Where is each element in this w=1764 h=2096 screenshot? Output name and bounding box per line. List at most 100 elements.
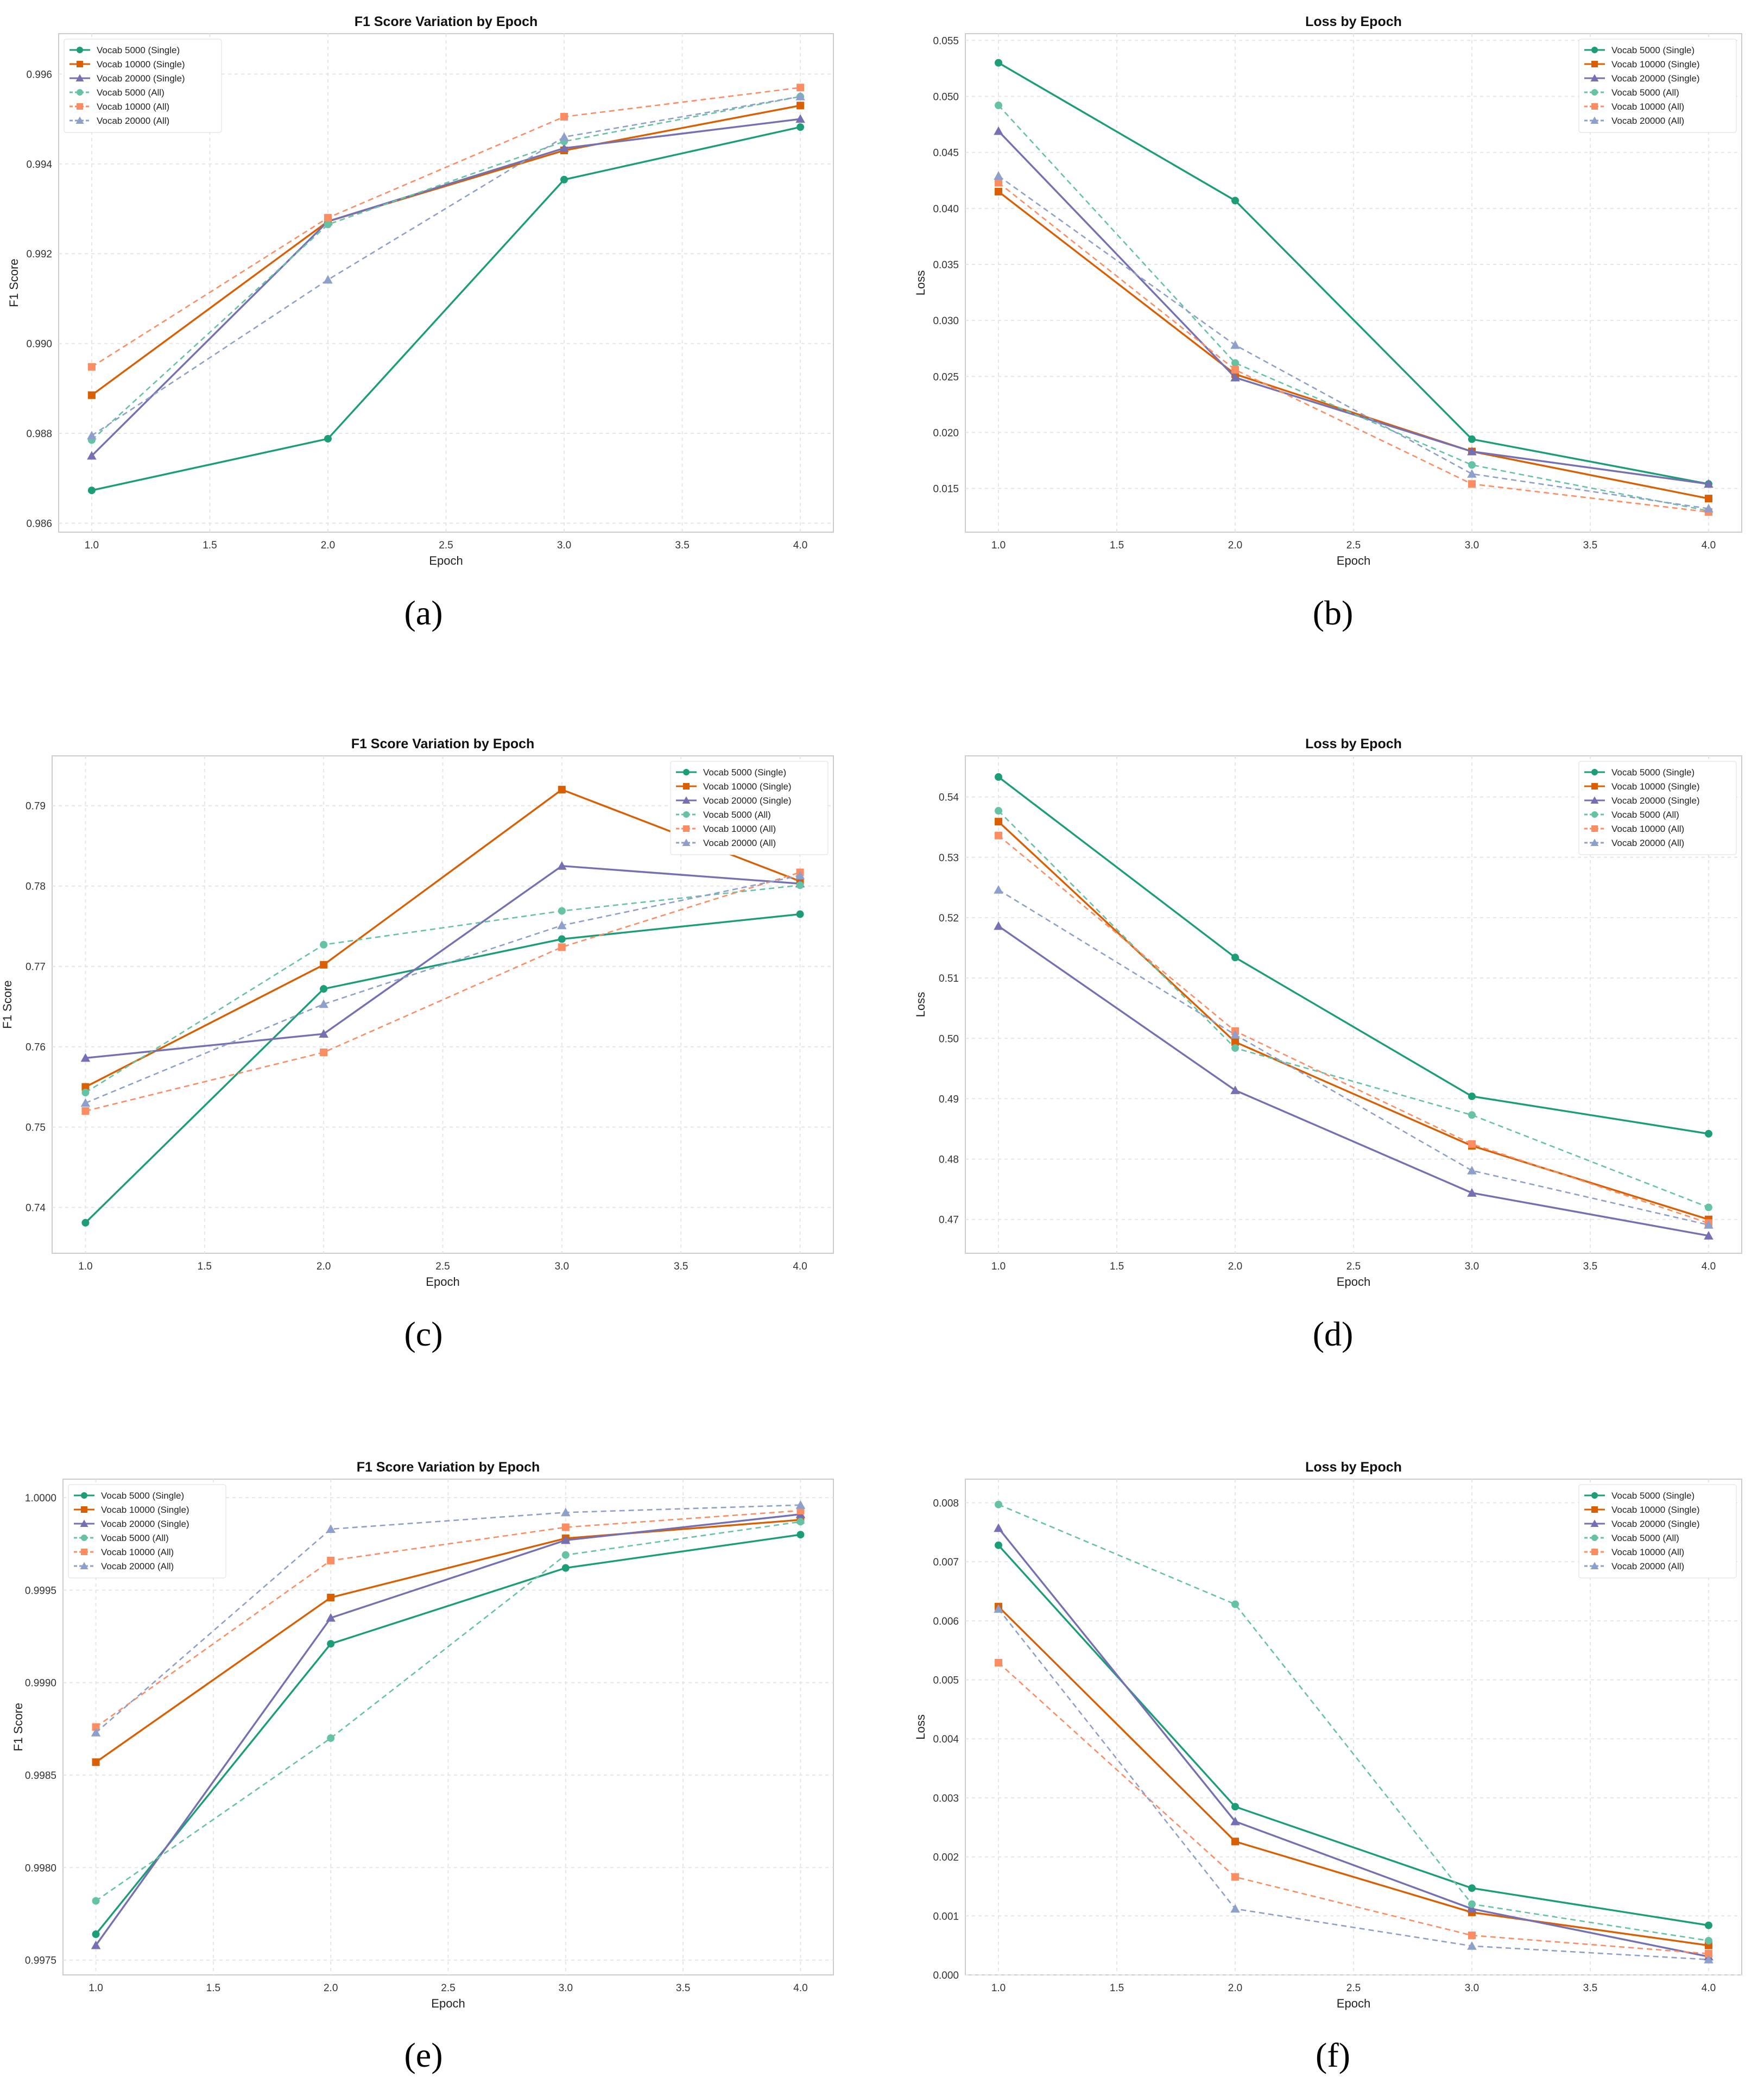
legend-label: Vocab 20000 (All) [97, 116, 169, 126]
legend-label: Vocab 5000 (Single) [703, 767, 786, 778]
data-point [795, 114, 805, 123]
x-tick-label: 2.5 [441, 1983, 455, 1994]
legend-label: Vocab 10000 (All) [97, 102, 169, 112]
data-point [1231, 1600, 1240, 1608]
chart-1: 1.0 1.5 2.0 2.5 3.0 3.5 4.0 0.986 0.988 0.990 0.99… [7, 14, 834, 632]
data-point [87, 431, 97, 440]
data-point [1468, 461, 1476, 469]
x-tick-label: 1.0 [991, 1261, 1006, 1272]
x-tick-label: 1.5 [1110, 540, 1124, 551]
x-tick-label: 1.0 [991, 1983, 1006, 1994]
legend-marker [80, 1519, 88, 1527]
data-point [1467, 1941, 1477, 1950]
y-tick-label: 0.994 [26, 159, 52, 171]
legend-label: Vocab 20000 (Single) [1611, 796, 1700, 806]
data-point [1230, 1085, 1240, 1094]
x-tick-label: 1.0 [991, 540, 1006, 551]
series-line [998, 776, 1709, 1135]
legend-marker [1590, 116, 1599, 124]
legend-label: Vocab 5000 (All) [97, 87, 165, 98]
legend-label: Vocab 20000 (All) [703, 838, 776, 848]
data-point [994, 126, 1003, 135]
data-point [995, 831, 1003, 839]
legend-box [1578, 761, 1737, 855]
data-point [1467, 1188, 1477, 1197]
data-point [1230, 1816, 1240, 1826]
y-tick-label: 0.986 [26, 518, 52, 529]
legend-marker [1590, 796, 1599, 804]
data-point [994, 171, 1003, 180]
y-tick-label: 0.9975 [25, 1955, 56, 1967]
x-tick-label: 4.0 [1702, 540, 1716, 551]
x-tick-label: 1.5 [203, 540, 217, 551]
legend-label: Vocab 20000 (All) [1611, 116, 1684, 126]
series-line [95, 1513, 801, 1946]
series-line [95, 1519, 801, 1763]
x-tick-label: 3.5 [1583, 1261, 1597, 1272]
y-tick-label: 0.9995 [25, 1585, 56, 1596]
data-point [995, 102, 1003, 110]
legend-label: Vocab 5000 (Single) [1611, 45, 1695, 55]
data-point [1231, 1038, 1240, 1046]
data-point [1231, 1044, 1240, 1052]
x-tick-label: 1.5 [198, 1261, 212, 1272]
data-point [324, 434, 332, 443]
data-point [81, 1219, 90, 1227]
x-tick-label: 2.0 [317, 1261, 331, 1272]
data-point [796, 102, 805, 110]
x-tick-label: 3.5 [1583, 1983, 1597, 1994]
y-tick-label: 0.040 [933, 204, 959, 215]
chart-title: Loss by Epoch [1305, 1460, 1402, 1475]
legend-marker [1591, 61, 1598, 67]
data-point [1468, 1140, 1476, 1148]
data-point [557, 861, 567, 870]
data-point [796, 1518, 805, 1526]
series-line [997, 1606, 1709, 1947]
data-point [1231, 365, 1240, 374]
legend: Vocab 5000 (Single) Vocab 10000 (Single) V… [1578, 1484, 1737, 1579]
data-point [92, 1758, 100, 1766]
legend-label: Vocab 20000 (Single) [101, 1519, 189, 1529]
x-tick-label: 1.0 [85, 540, 99, 551]
x-axis-label: Epoch [1337, 554, 1370, 567]
y-tick-label: 0.53 [939, 853, 959, 864]
data-point [995, 773, 1003, 781]
data-point [1704, 1231, 1714, 1240]
legend-marker [1590, 74, 1599, 81]
data-point [560, 113, 568, 121]
series-line [998, 1504, 1709, 1942]
x-tick-label: 2.5 [439, 540, 453, 551]
legend-label: Vocab 5000 (Single) [1611, 1491, 1695, 1501]
data-point [795, 1500, 806, 1509]
data-point [995, 807, 1003, 815]
data-point [327, 1640, 335, 1648]
legend-label: Vocab 10000 (All) [1611, 824, 1684, 834]
legend-label: Vocab 20000 (All) [101, 1561, 174, 1571]
y-tick-label: 0.74 [26, 1203, 46, 1214]
data-point [1704, 1129, 1712, 1138]
y-tick-label: 0.79 [26, 801, 46, 812]
y-tick-label: 0.035 [933, 260, 959, 271]
data-point [1704, 1949, 1712, 1958]
data-point [994, 1523, 1003, 1532]
data-point [1468, 1884, 1476, 1892]
legend-box [1578, 39, 1737, 133]
data-point [323, 275, 333, 284]
data-point [796, 123, 805, 131]
legend-label: Vocab 20000 (All) [1611, 1561, 1684, 1571]
data-point [558, 786, 566, 794]
legend: Vocab 5000 (Single) Vocab 10000 (Single) V… [1578, 39, 1737, 133]
series-line [85, 884, 800, 1094]
y-tick-label: 0.48 [939, 1154, 959, 1166]
series-line [998, 1662, 1709, 1955]
x-axis-label: Epoch [426, 1275, 459, 1289]
legend-label: Vocab 20000 (Single) [97, 73, 185, 84]
series-line [998, 182, 1709, 513]
data-point [1467, 1904, 1477, 1913]
x-tick-label: 2.5 [1346, 540, 1361, 551]
data-point [1467, 1165, 1477, 1175]
legend-marker [683, 825, 690, 832]
data-point [995, 1500, 1003, 1508]
data-point [92, 1723, 100, 1731]
legend-label: Vocab 20000 (All) [1611, 838, 1684, 848]
